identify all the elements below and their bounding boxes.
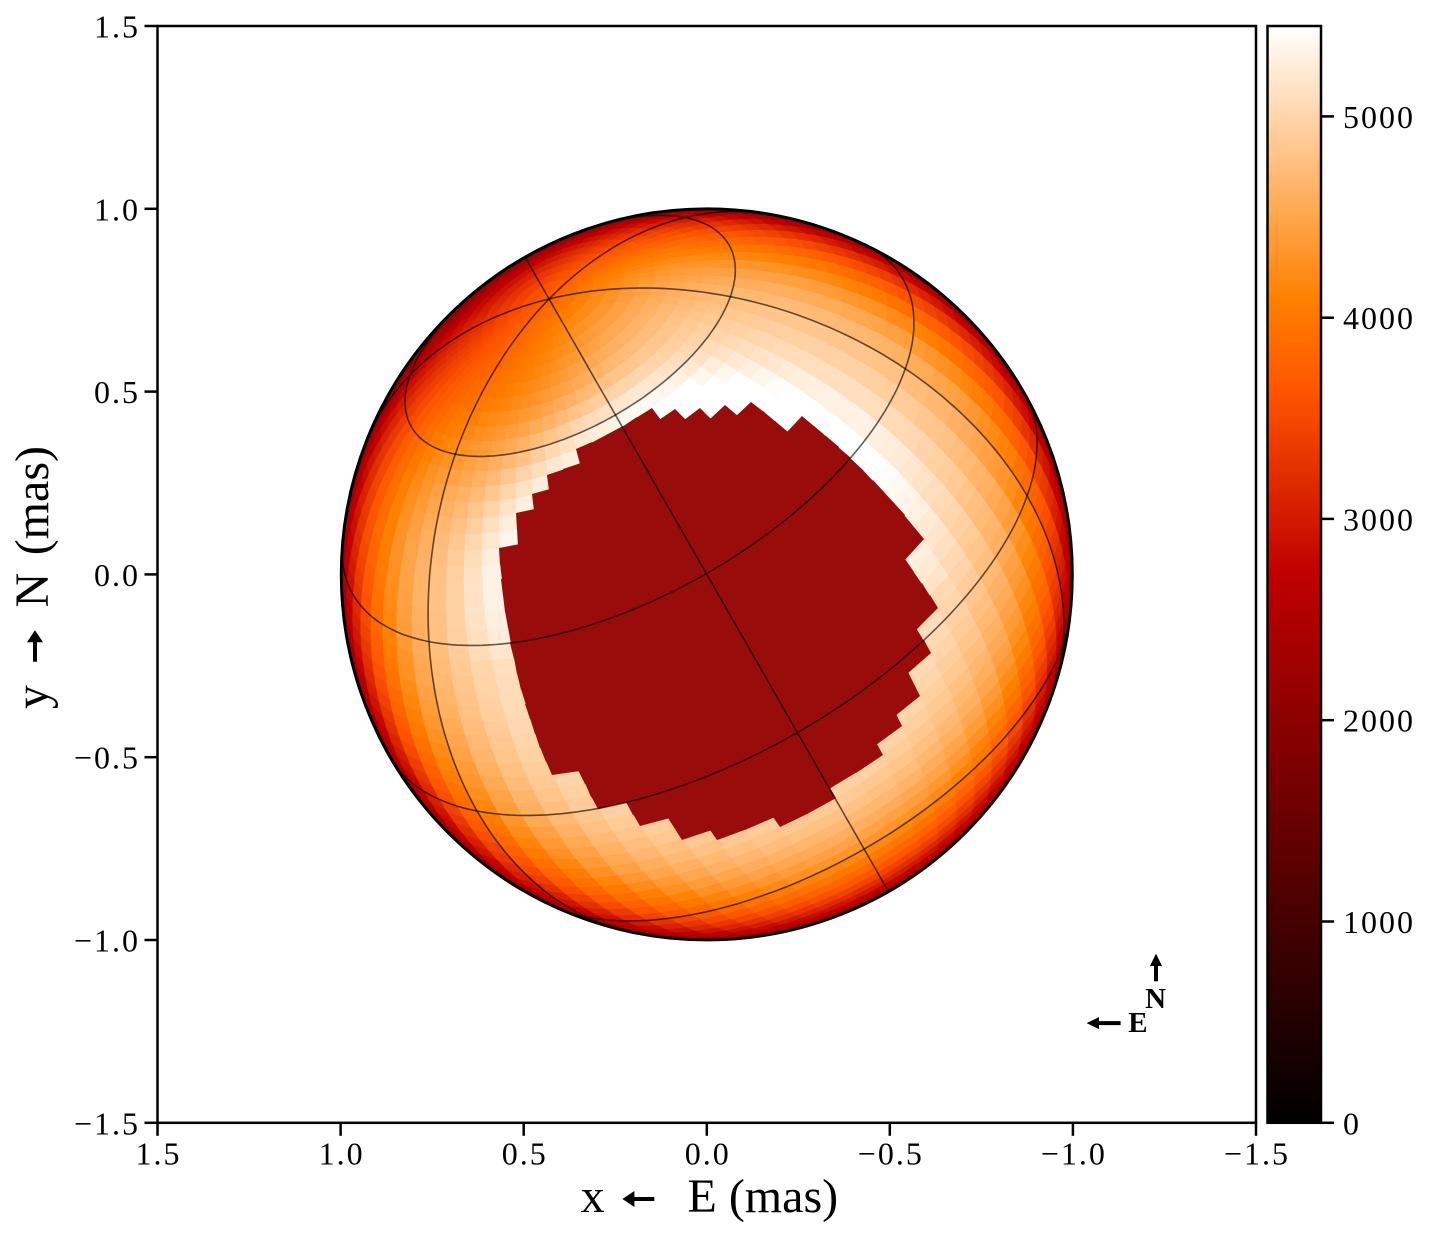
svg-text:1000: 1000 xyxy=(1343,904,1415,940)
svg-text:1.5: 1.5 xyxy=(94,9,140,45)
svg-text:0.0: 0.0 xyxy=(94,557,140,593)
svg-text:−0.5: −0.5 xyxy=(858,1136,924,1172)
svg-text:N: N xyxy=(6,573,59,608)
svg-text:0: 0 xyxy=(1343,1105,1361,1141)
svg-text:−1.0: −1.0 xyxy=(1041,1136,1107,1172)
svg-text:(mas): (mas) xyxy=(6,446,59,555)
svg-text:1.0: 1.0 xyxy=(94,191,140,227)
svg-text:−0.5: −0.5 xyxy=(74,740,140,776)
svg-text:1.0: 1.0 xyxy=(319,1136,365,1172)
svg-text:y: y xyxy=(6,685,59,709)
svg-text:E (mas): E (mas) xyxy=(688,1170,839,1223)
svg-text:1.5: 1.5 xyxy=(136,1136,182,1172)
svg-text:−1.0: −1.0 xyxy=(74,923,140,959)
svg-text:N: N xyxy=(1145,983,1166,1015)
svg-text:0.5: 0.5 xyxy=(94,374,140,410)
svg-text:4000: 4000 xyxy=(1343,300,1415,336)
svg-text:−1.5: −1.5 xyxy=(1224,1136,1290,1172)
svg-text:3000: 3000 xyxy=(1343,501,1415,537)
svg-text:x: x xyxy=(581,1170,605,1223)
svg-text:0.0: 0.0 xyxy=(685,1136,731,1172)
svg-text:E: E xyxy=(1128,1007,1147,1039)
svg-text:2000: 2000 xyxy=(1343,703,1415,739)
svg-text:5000: 5000 xyxy=(1343,99,1415,135)
svg-text:0.5: 0.5 xyxy=(502,1136,548,1172)
svg-text:−1.5: −1.5 xyxy=(74,1105,140,1141)
